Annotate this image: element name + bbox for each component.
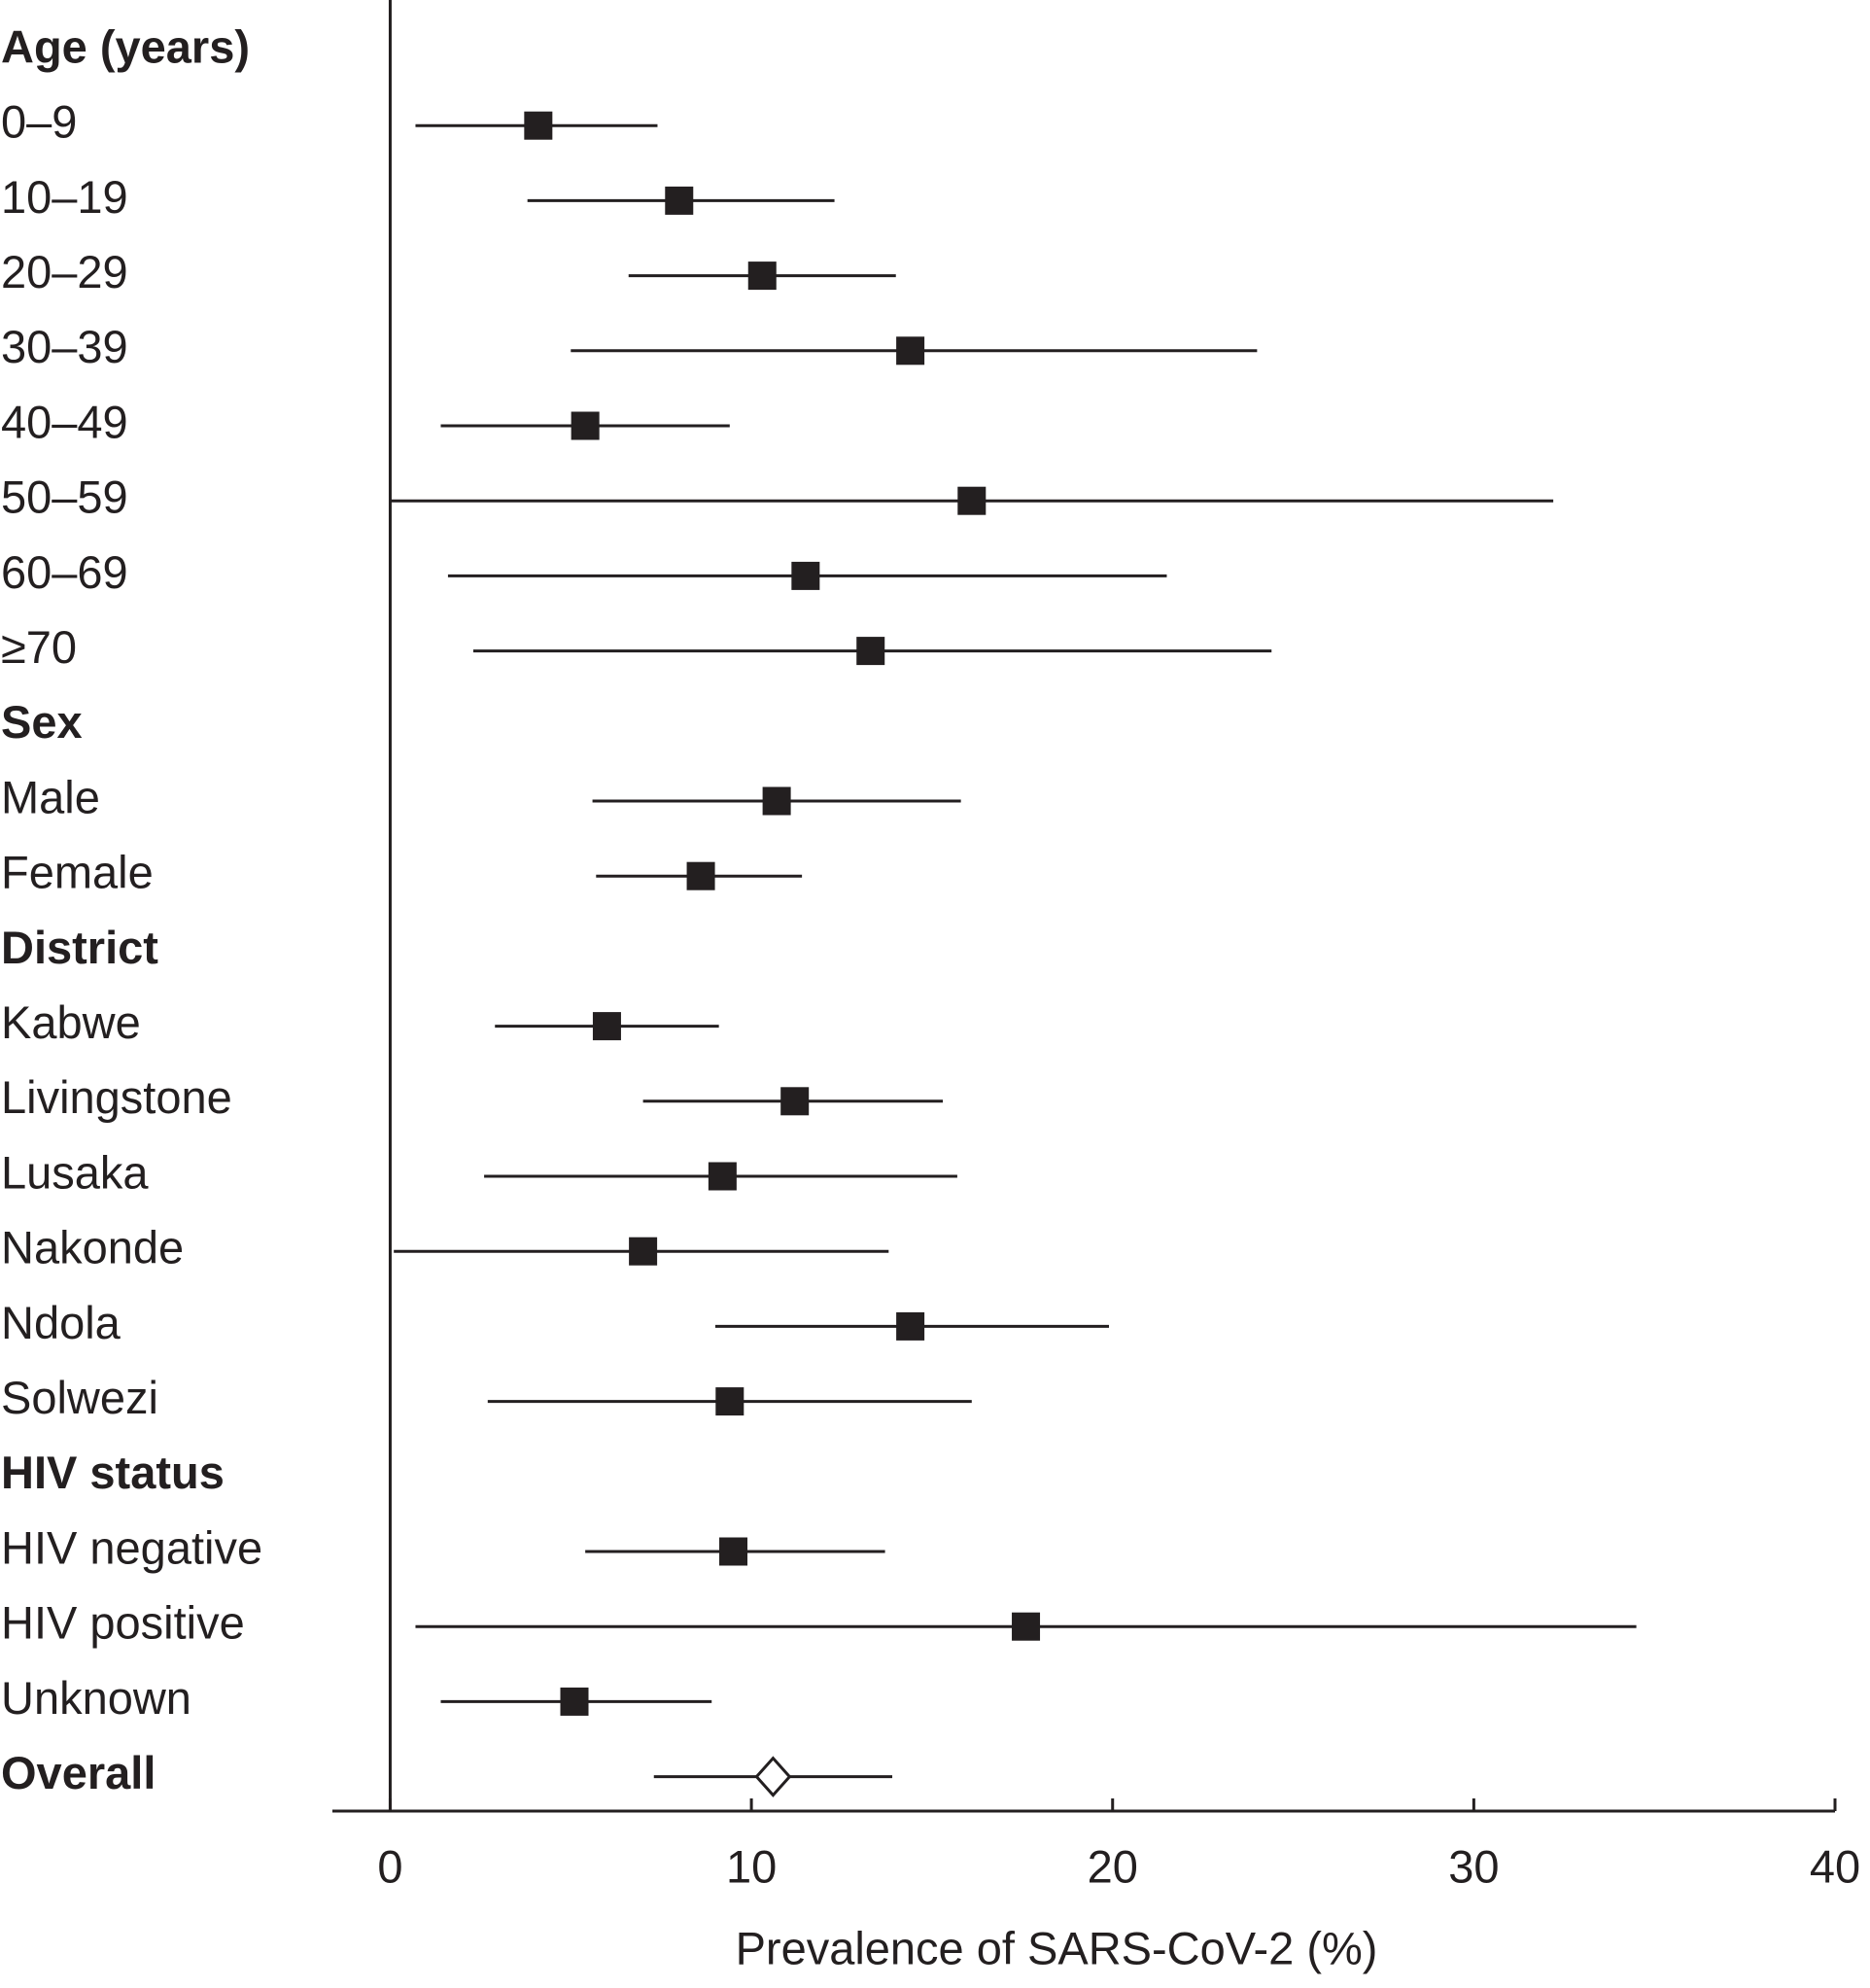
point-estimate [896, 1311, 925, 1341]
point-estimate [957, 486, 987, 515]
row-label: Solwezi [1, 1372, 158, 1423]
point-estimate [896, 336, 925, 366]
group-label: District [1, 922, 158, 973]
row-label: Kabwe [1, 996, 141, 1048]
group-label: HIV status [1, 1447, 225, 1498]
group-label: Age (years) [1, 20, 250, 72]
point-estimate [665, 186, 694, 215]
point-estimate [762, 786, 791, 816]
row-label: Unknown [1, 1672, 191, 1724]
row-label: Livingstone [1, 1071, 232, 1123]
point-estimate [686, 861, 715, 890]
point-estimate [780, 1087, 810, 1116]
overall-estimate [754, 1756, 792, 1797]
row-label: Ndola [1, 1297, 121, 1348]
point-estimate [629, 1237, 658, 1266]
row-label: Lusaka [1, 1146, 149, 1198]
point-estimate [571, 411, 600, 440]
group-label: Sex [1, 696, 83, 748]
row-label: ≥70 [1, 621, 77, 673]
row-label: Female [1, 847, 154, 898]
point-estimate [708, 1162, 737, 1191]
x-axis-label: Prevalence of SARS-CoV-2 (%) [736, 1922, 1378, 1973]
row-label: 10–19 [1, 171, 128, 223]
point-estimate [791, 561, 820, 590]
point-estimate [560, 1687, 589, 1716]
overall-label: Overall [1, 1747, 156, 1798]
point-estimate [747, 262, 777, 291]
x-tick-label: 40 [1810, 1840, 1860, 1892]
point-estimate [719, 1537, 748, 1566]
point-estimate [715, 1387, 745, 1416]
row-label: Nakonde [1, 1222, 184, 1273]
row-label: Male [1, 771, 100, 822]
x-tick-label: 20 [1088, 1840, 1138, 1892]
row-label: 30–39 [1, 321, 128, 372]
row-label: HIV negative [1, 1521, 262, 1573]
row-label: 40–49 [1, 396, 128, 447]
point-estimate [524, 111, 553, 140]
point-estimate [592, 1012, 621, 1041]
row-label: 60–69 [1, 546, 128, 598]
row-label: 0–9 [1, 96, 77, 148]
row-label: 20–29 [1, 246, 128, 297]
x-tick-label: 0 [377, 1840, 402, 1892]
row-label: HIV positive [1, 1597, 245, 1649]
x-tick-label: 30 [1448, 1840, 1499, 1892]
row-label: 50–59 [1, 471, 128, 523]
point-estimate [1012, 1612, 1041, 1641]
point-estimate [856, 637, 885, 666]
x-tick-label: 10 [726, 1840, 777, 1892]
